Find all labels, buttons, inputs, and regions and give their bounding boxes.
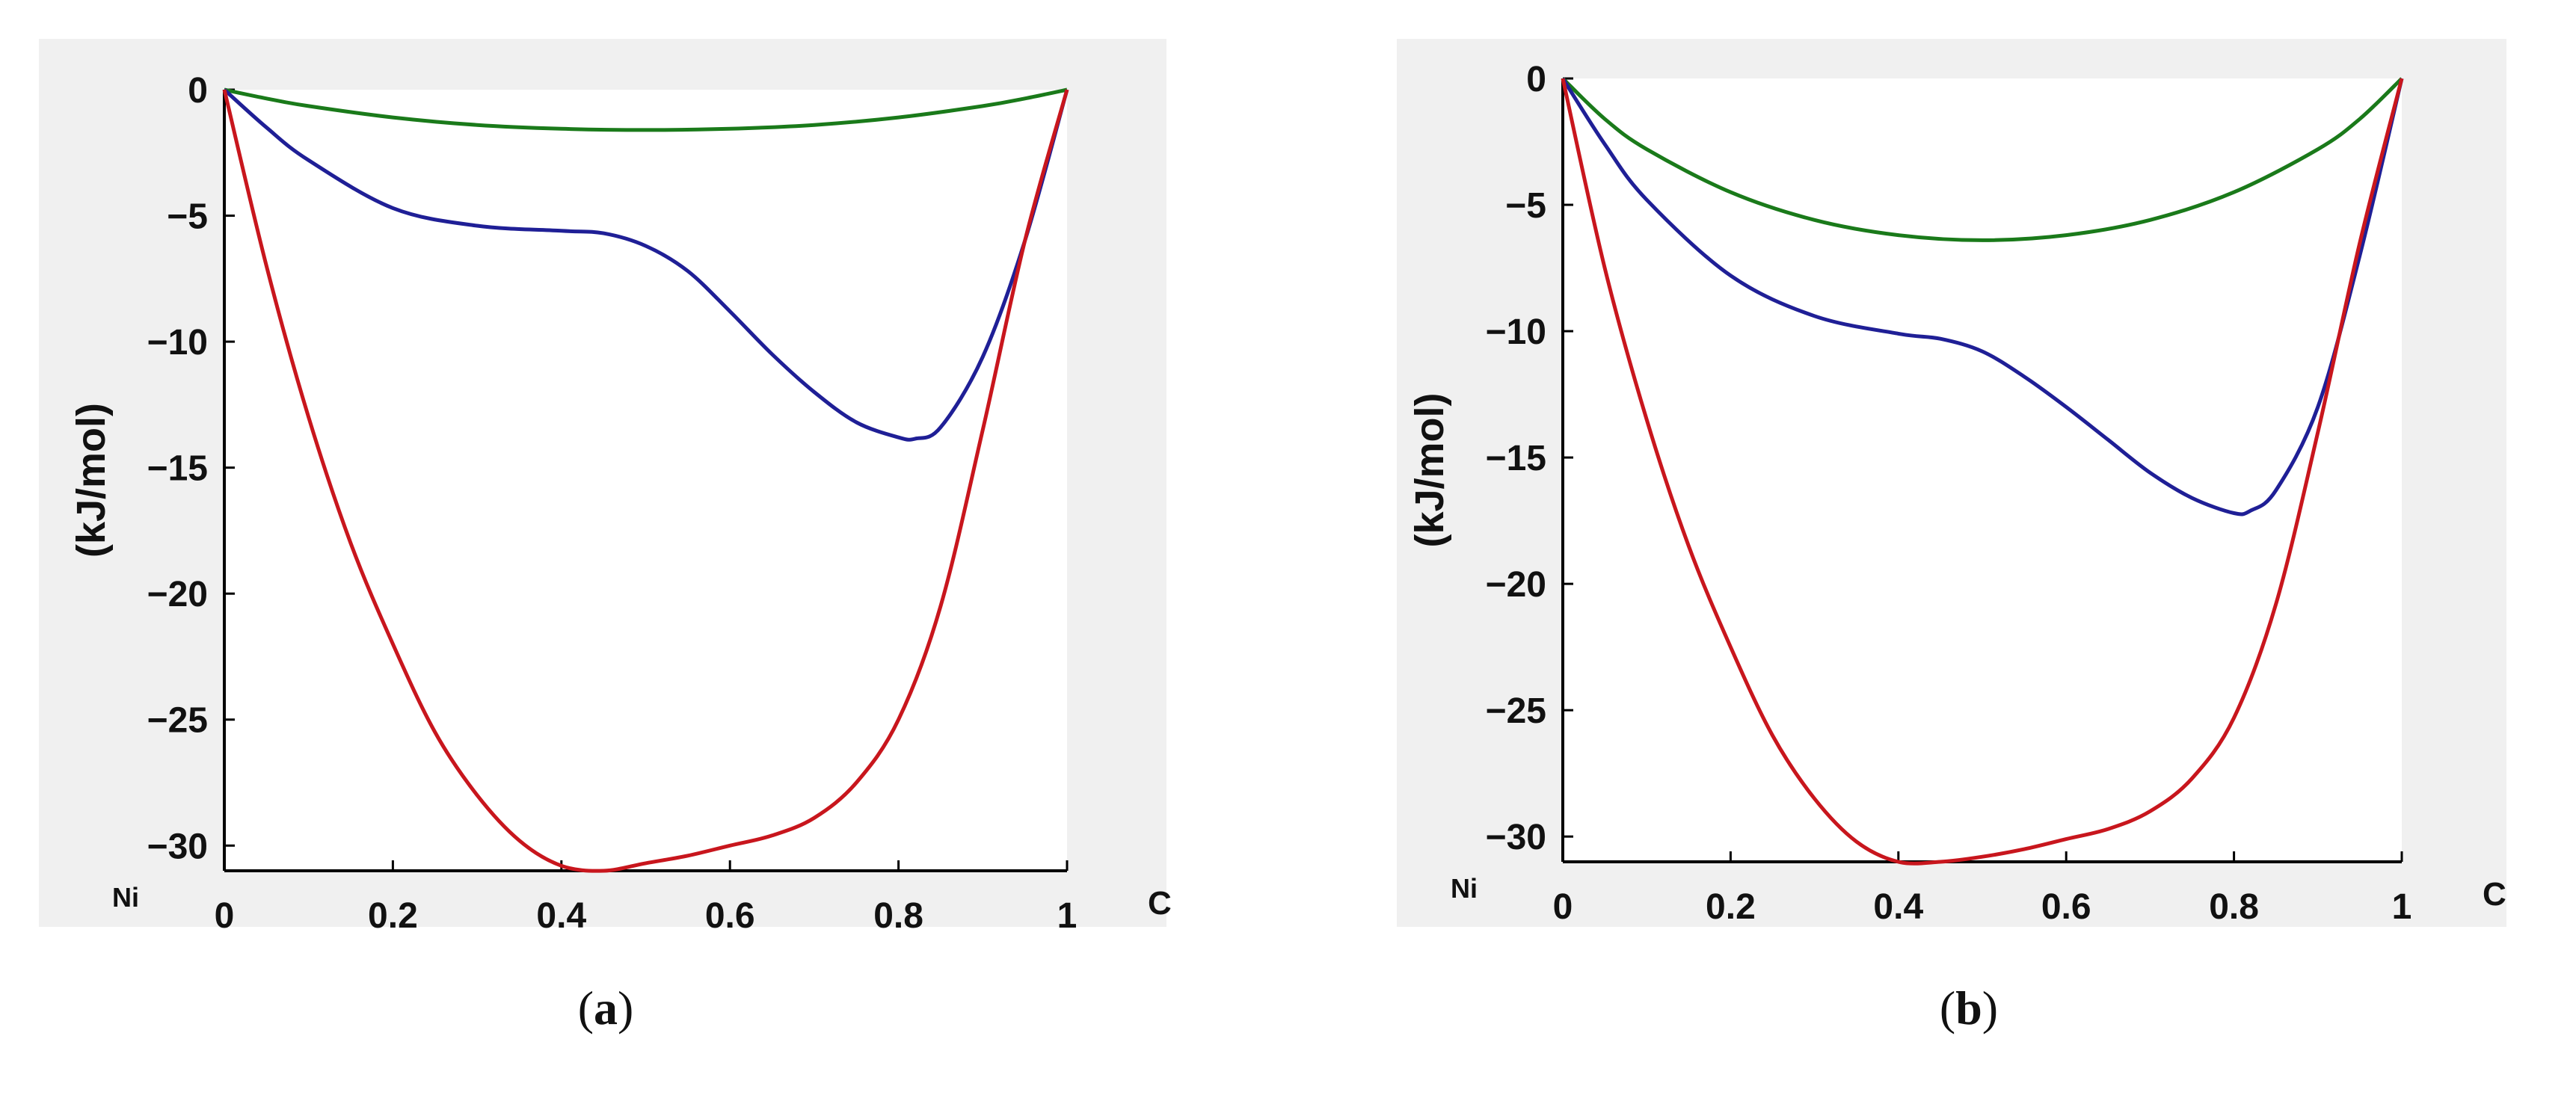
y-tick-label: −5	[1505, 186, 1546, 226]
caption-open-paren: (	[1940, 981, 1955, 1034]
caption-letter: a	[594, 981, 618, 1034]
x-tick-label: 1	[1057, 896, 1078, 936]
x-endpoint-label-ni: Ni	[1451, 873, 1478, 904]
panel-caption: (a)	[578, 981, 634, 1034]
y-tick-label: −30	[1486, 818, 1546, 857]
x-tick-label: 0.4	[536, 896, 586, 936]
caption-open-paren: (	[578, 981, 594, 1034]
x-tick-label: 0	[1553, 887, 1573, 927]
x-tick-label: 0.8	[873, 896, 923, 936]
y-tick-label: 0	[1526, 60, 1546, 99]
caption-letter: b	[1955, 981, 1982, 1034]
x-tick-label: 0.6	[2041, 887, 2091, 927]
x-endpoint-label-c: C	[2483, 876, 2506, 913]
series-line-green	[1561, 77, 2403, 242]
x-endpoint-label-c: C	[1148, 885, 1172, 922]
y-tick-label: −30	[147, 827, 208, 866]
chart-panel-b: 0−5−10−15−20−25−300 0.2 0.4 0.6 0.8 1Ni C(kJ/m…	[1397, 39, 2506, 1034]
y-tick-label: −5	[167, 197, 208, 237]
x-tick-label: 1	[2392, 887, 2412, 927]
y-tick-label: −25	[1486, 691, 1546, 731]
caption-close-paren: )	[1982, 981, 1998, 1034]
y-tick-label: −20	[147, 575, 208, 614]
y-tick-label: −10	[147, 323, 208, 363]
x-tick-label: 0.4	[1873, 887, 1923, 927]
panel-caption: (b)	[1940, 981, 1998, 1034]
y-tick-label: −15	[147, 449, 208, 489]
series-line-blue	[1561, 77, 2404, 516]
y-tick-label: 0	[188, 71, 208, 111]
y-tick-label: −20	[1486, 565, 1546, 605]
plot-area	[1563, 78, 2402, 862]
y-tick-label: −15	[1486, 439, 1546, 478]
x-tick-label: 0.8	[2209, 887, 2259, 927]
series-line-green	[224, 87, 1068, 132]
x-tick-label: 0.2	[368, 896, 418, 936]
series-line-red	[222, 89, 1069, 873]
x-tick-label: 0	[215, 896, 235, 936]
x-tick-label: 0.6	[705, 896, 755, 936]
series-line-red	[1561, 78, 2404, 866]
plot-area	[224, 90, 1067, 871]
y-tick-label: −25	[147, 701, 208, 741]
caption-close-paren: )	[618, 981, 633, 1034]
y-tick-label: −10	[1486, 312, 1546, 352]
chart-panel-a: 0−5−10−15−20−25−300 0.2 0.4 0.6 0.8 1Ni C(kJ/m…	[39, 39, 1172, 1034]
y-axis-title: (kJ/mol)	[69, 403, 114, 558]
x-tick-label: 0.2	[1706, 887, 1756, 927]
x-endpoint-label-ni: Ni	[112, 882, 139, 913]
series-line-blue	[223, 88, 1069, 442]
y-axis-title: (kJ/mol)	[1407, 392, 1452, 547]
